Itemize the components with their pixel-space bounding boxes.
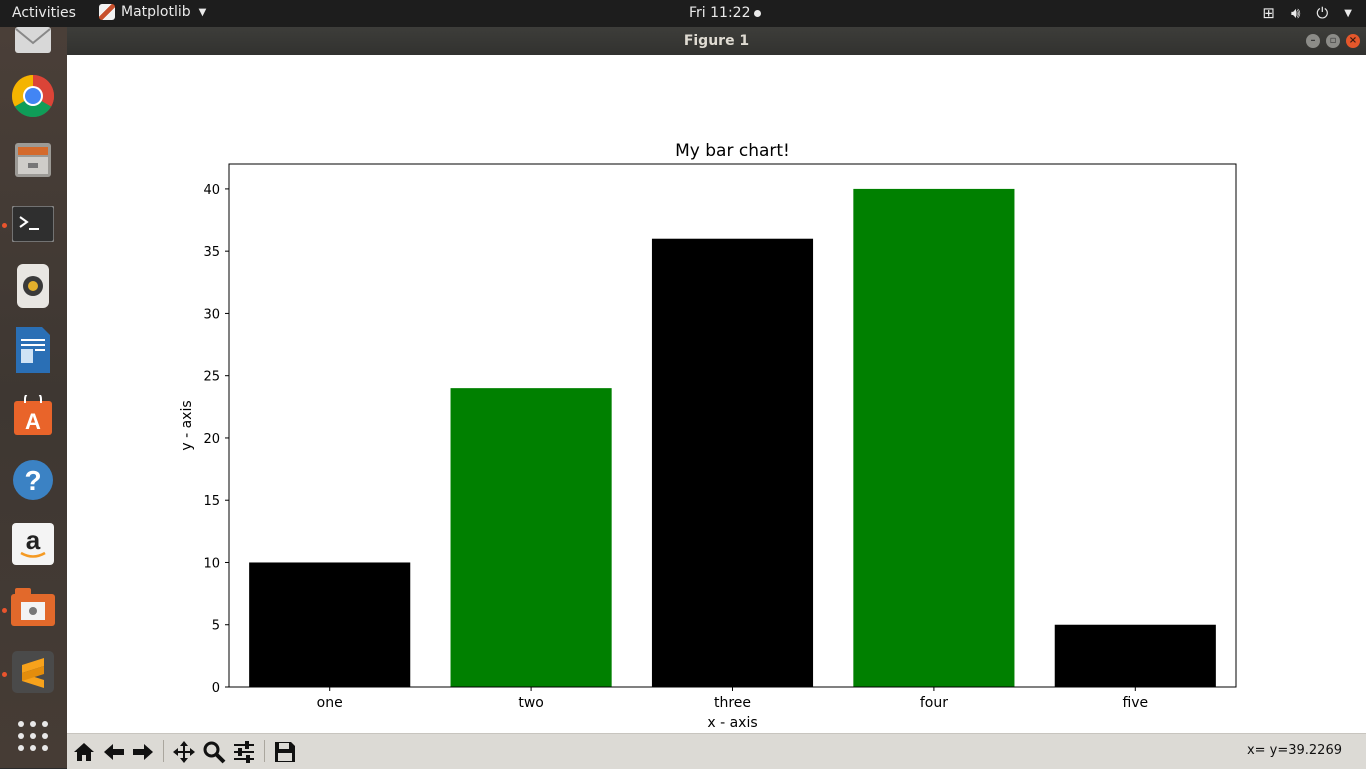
y-axis-label: y - axis [179, 400, 195, 450]
forward-button[interactable] [129, 738, 157, 765]
arrow-right-icon [133, 743, 153, 760]
minimize-button[interactable]: – [1306, 34, 1320, 48]
software-center-icon[interactable]: A [10, 393, 56, 439]
toolbar-separator [163, 740, 164, 762]
configure-subplots-button[interactable] [230, 738, 258, 765]
sliders-icon [234, 740, 254, 763]
cursor-coordinates: x= y=39.2269 [1246, 743, 1342, 758]
y-tick-label: 20 [203, 432, 220, 447]
plot-frame [228, 163, 1237, 688]
top-bar: Activities Matplotlib ▼ Fri 11:22 ⊞ 🔊︎ ⏻… [0, 0, 1366, 27]
bar-chart: one two three four five 0 5 10 15 20 25 30 35 40 My ba… [179, 141, 1237, 731]
volume-icon: 🔊︎ [1290, 4, 1301, 22]
mail-icon[interactable] [10, 19, 56, 65]
running-indicator [2, 608, 7, 613]
activities-button[interactable]: Activities [12, 5, 76, 21]
notification-dot-icon [754, 9, 762, 17]
power-icon: ⏻ [1316, 4, 1329, 22]
bar-five [1054, 624, 1216, 687]
chart-title: My bar chart! [675, 141, 790, 161]
drive-icon[interactable] [10, 585, 56, 631]
x-axis-label: x - axis [707, 715, 757, 731]
clock-label: Fri 11:22 [689, 5, 751, 21]
window-title: Figure 1 [683, 33, 750, 49]
svg-text:a: a [26, 525, 41, 555]
running-indicator [2, 672, 7, 677]
x-tick-label: three [714, 695, 751, 711]
chrome-icon[interactable] [10, 73, 56, 119]
app-menu-label: Matplotlib [121, 4, 191, 20]
x-tick-label: two [518, 695, 544, 711]
maximize-button[interactable]: ▫ [1326, 34, 1340, 48]
terminal-icon[interactable] [10, 201, 56, 247]
home-button[interactable] [70, 738, 98, 765]
app-grid-icon[interactable] [10, 713, 56, 759]
y-tick-label: 30 [203, 307, 220, 322]
y-tick-label: 40 [203, 183, 220, 198]
pan-button[interactable] [170, 738, 198, 765]
bar-two [450, 388, 612, 687]
bar-four [853, 188, 1015, 687]
x-tick-label: one [317, 695, 343, 711]
y-tick-label: 35 [203, 245, 220, 260]
bar-one [249, 562, 411, 687]
window-titlebar[interactable]: Figure 1 – ▫ × [67, 27, 1366, 55]
x-tick-label: four [920, 695, 948, 711]
sublime-icon[interactable] [10, 649, 56, 695]
clock[interactable]: Fri 11:22 [689, 5, 762, 21]
arrow-left-icon [104, 743, 124, 760]
floppy-disk-icon [275, 741, 295, 762]
app-menu[interactable]: Matplotlib ▼ [99, 4, 206, 20]
home-icon [74, 742, 94, 761]
help-icon[interactable]: ? [10, 457, 56, 503]
figure-window: Figure 1 – ▫ × one two three four five 0 5 10 15… [67, 27, 1366, 769]
y-tick-label: 25 [203, 370, 220, 385]
caret-down-icon: ▼ [1344, 7, 1352, 19]
network-icon: ⊞ [1262, 4, 1275, 22]
close-button[interactable]: × [1346, 34, 1360, 48]
move-icon [173, 740, 195, 763]
files-icon[interactable] [10, 137, 56, 183]
navigation-toolbar: x= y=39.2269 [67, 733, 1366, 769]
x-tick-label: five [1122, 695, 1148, 711]
amazon-icon[interactable]: a [10, 521, 56, 567]
system-tray[interactable]: ⊞ 🔊︎ ⏻ ▼ [1262, 4, 1352, 22]
svg-text:?: ? [24, 465, 41, 496]
save-button[interactable] [271, 738, 299, 765]
running-indicator [2, 223, 7, 228]
magnifier-icon [203, 741, 226, 763]
toolbar-separator [264, 740, 265, 762]
matplotlib-icon [99, 4, 115, 20]
caret-down-icon: ▼ [198, 6, 207, 18]
bar-three [651, 238, 814, 687]
y-tick-label: 15 [203, 494, 220, 509]
zoom-button[interactable] [200, 738, 228, 765]
svg-text:A: A [25, 409, 41, 434]
figure-canvas[interactable]: one two three four five 0 5 10 15 20 25 30 35 40 My ba… [67, 55, 1366, 733]
y-tick-label: 10 [203, 556, 220, 571]
y-tick-label: 0 [212, 681, 220, 696]
back-button[interactable] [100, 738, 128, 765]
writer-icon[interactable] [10, 327, 56, 373]
y-tick-label: 5 [212, 619, 220, 634]
dock: A ? a [0, 27, 67, 768]
rhythmbox-icon[interactable] [10, 263, 56, 309]
